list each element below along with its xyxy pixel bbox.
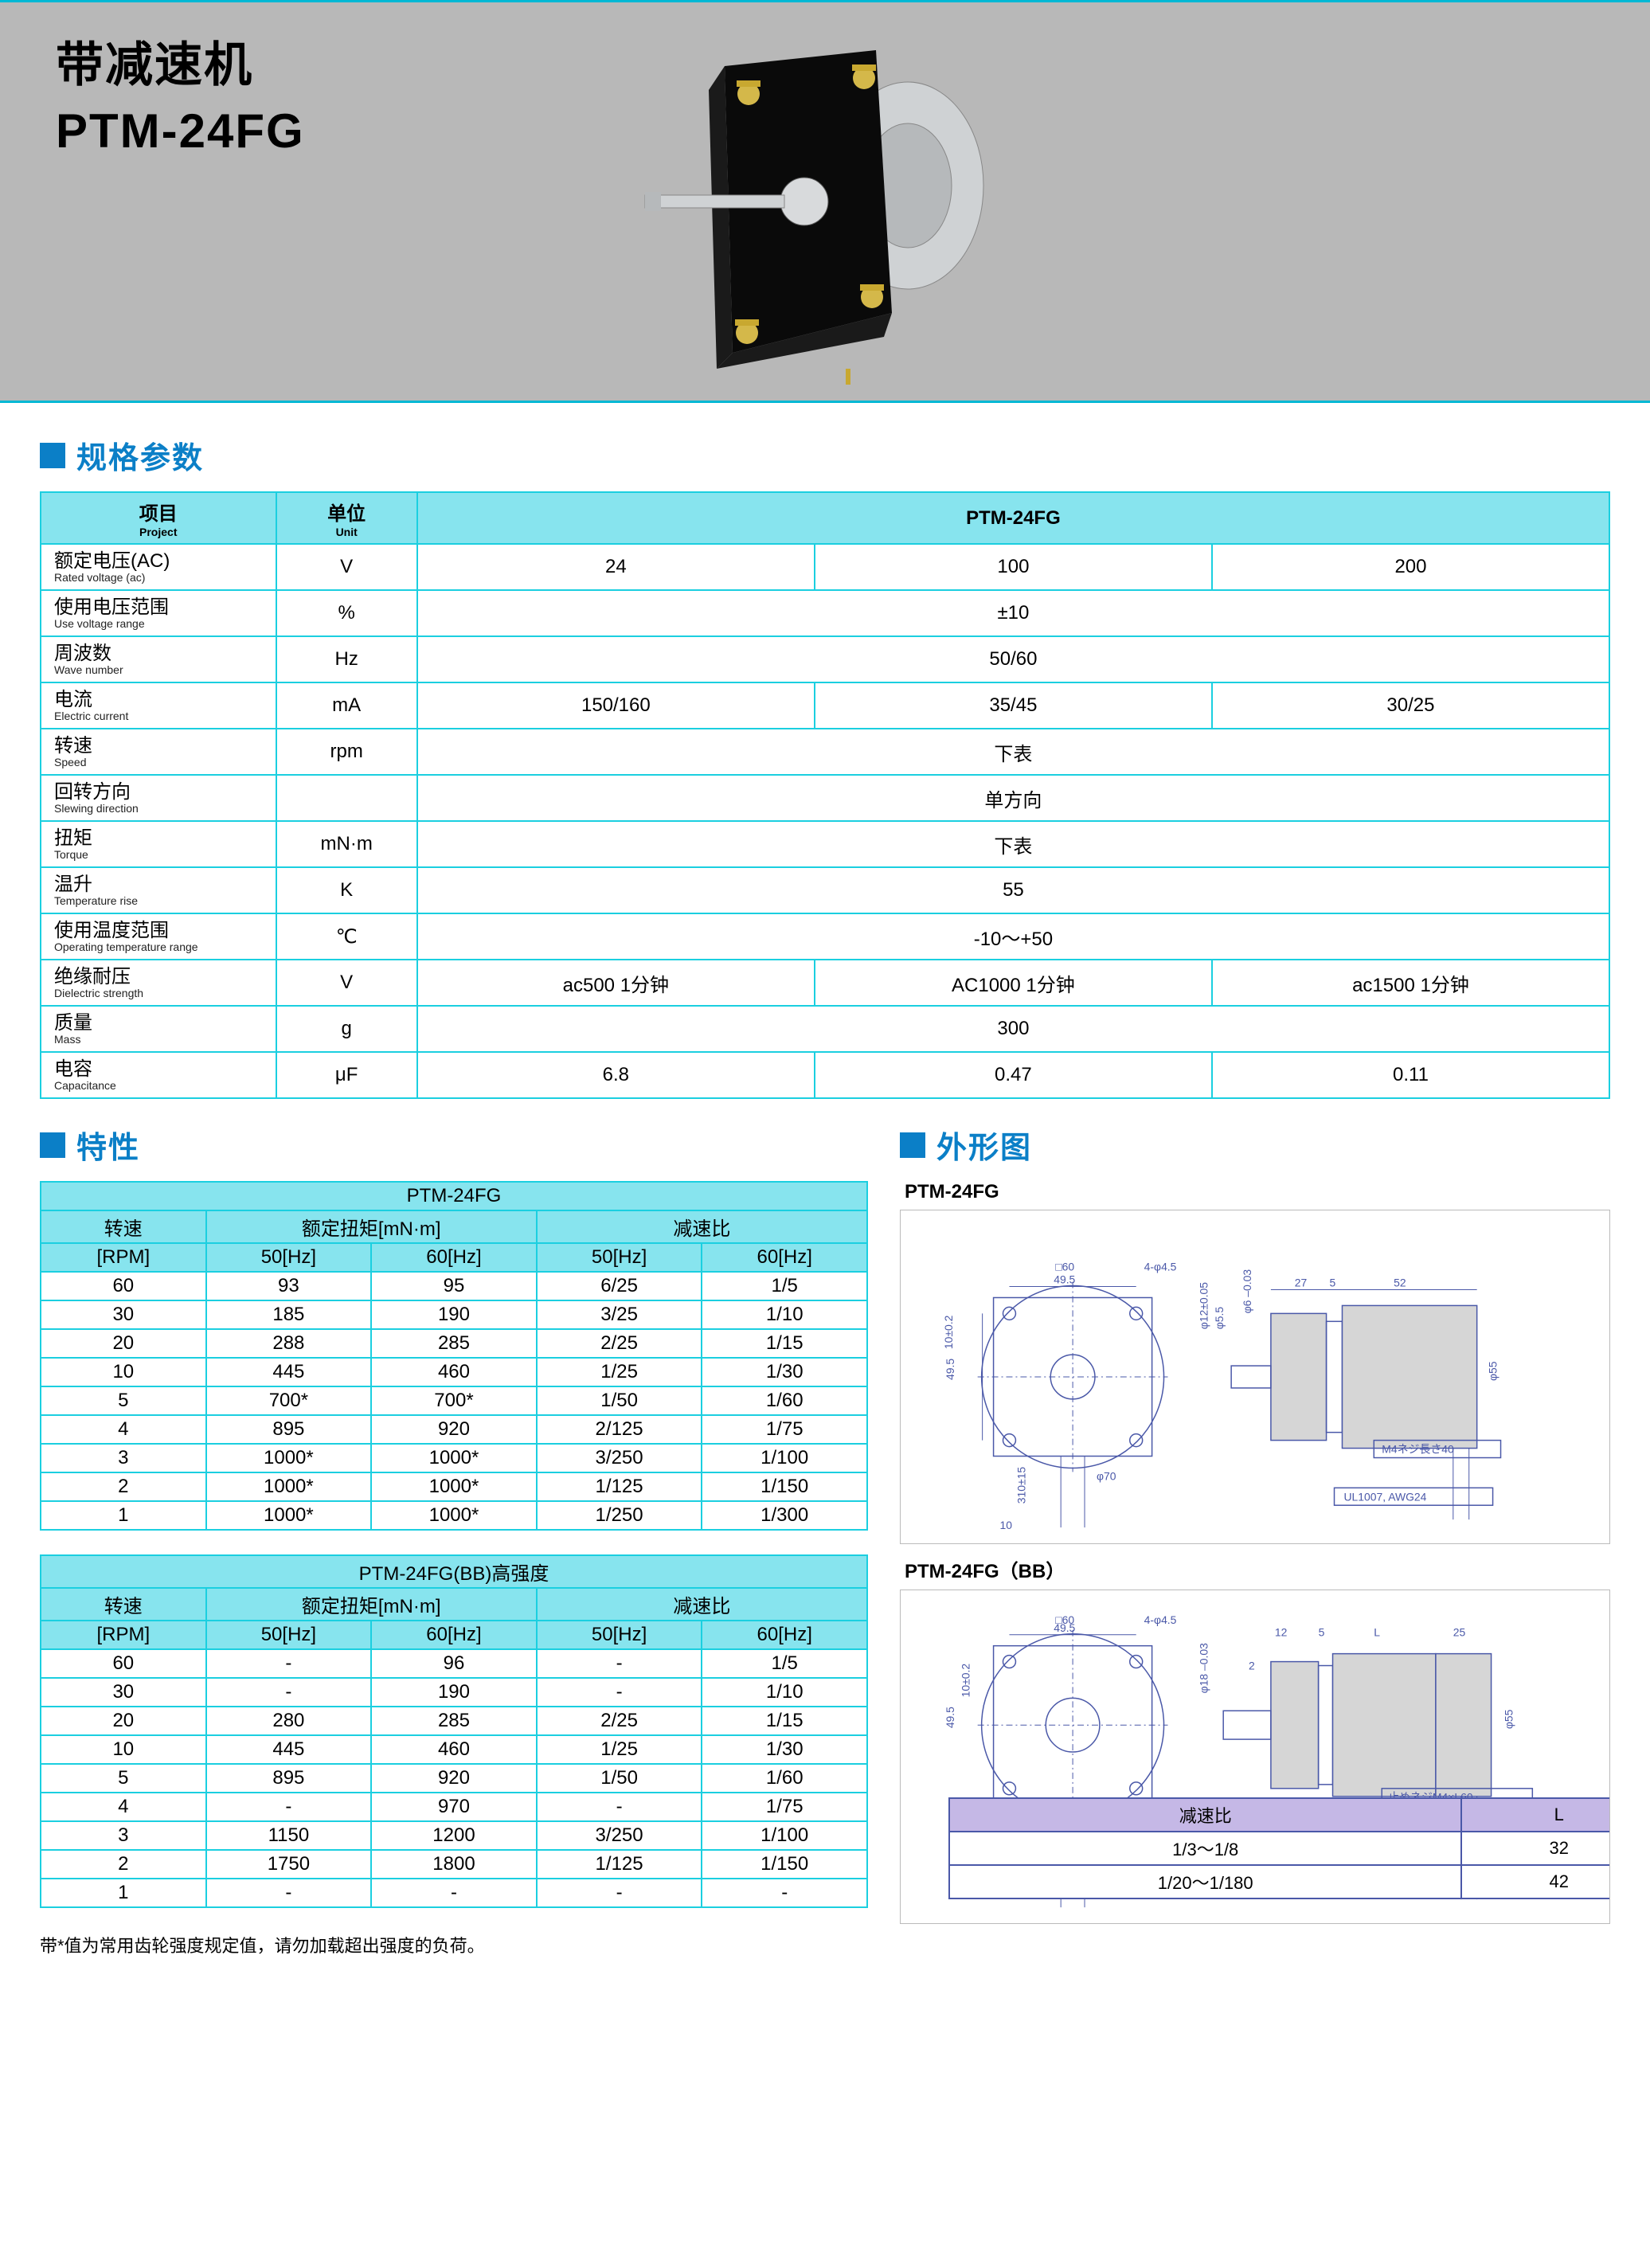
svg-text:49.5: 49.5 xyxy=(944,1359,956,1380)
svg-text:φ18 –0.03: φ18 –0.03 xyxy=(1197,1643,1210,1693)
svg-text:27: 27 xyxy=(1295,1277,1308,1289)
char-row: 30-190-1/10 xyxy=(41,1678,867,1707)
svg-text:M4ネジ長さ40: M4ネジ長さ40 xyxy=(1382,1443,1454,1456)
spec-table: 项目Project 单位Unit PTM-24FG 额定电压(AC)Rated … xyxy=(40,491,1610,1099)
svg-text:□60: □60 xyxy=(1055,1261,1074,1273)
spec-row: 扭矩TorquemN·m下表 xyxy=(41,821,1609,867)
mini-r1b: 32 xyxy=(1461,1832,1610,1865)
spec-row: 回转方向Slewing direction单方向 xyxy=(41,775,1609,821)
char-row: 6093956/251/5 xyxy=(41,1272,867,1300)
char-row: 21000*1000*1/1251/150 xyxy=(41,1472,867,1501)
outline-label-2: PTM-24FG（BB） xyxy=(905,1555,1610,1583)
char-row: 1---- xyxy=(41,1879,867,1907)
svg-text:4-φ4.5: 4-φ4.5 xyxy=(1144,1613,1177,1626)
char-row: 31000*1000*3/2501/100 xyxy=(41,1444,867,1472)
svg-text:52: 52 xyxy=(1394,1277,1406,1289)
section-marker-icon xyxy=(40,1132,65,1158)
svg-text:φ12±0.05: φ12±0.05 xyxy=(1197,1282,1210,1330)
section-spec-head: 规格参数 xyxy=(40,433,1610,477)
mini-r1a: 1/3～1/8 xyxy=(949,1832,1461,1865)
svg-text:2: 2 xyxy=(1249,1660,1255,1672)
svg-text:10±0.2: 10±0.2 xyxy=(942,1315,955,1349)
svg-text:5: 5 xyxy=(1319,1626,1325,1639)
svg-text:10: 10 xyxy=(1000,1519,1013,1531)
header-band: 带减速机 PTM-24FG xyxy=(0,2,1650,401)
char-row: 5700*700*1/501/60 xyxy=(41,1386,867,1415)
section-char-head: 特性 xyxy=(40,1123,868,1167)
char-table-2: PTM-24FG(BB)高强度转速额定扭矩[mN·m]减速比[RPM]50[Hz… xyxy=(40,1554,868,1908)
title-cn: 带减速机 xyxy=(56,26,305,96)
char-row: 3115012003/2501/100 xyxy=(41,1821,867,1850)
mini-L-table: 减速比L 1/3～1/832 1/20～1/18042 xyxy=(948,1797,1610,1899)
title-model: PTM-24FG xyxy=(56,104,305,158)
svg-text:φ55: φ55 xyxy=(1487,1361,1499,1381)
svg-text:4-φ4.5: 4-φ4.5 xyxy=(1144,1261,1177,1273)
footnote: 带*值为常用齿轮强度规定值，请勿加载超出强度的负荷。 xyxy=(40,1932,868,1957)
mini-h2: L xyxy=(1461,1798,1610,1832)
char-row: 202882852/251/15 xyxy=(41,1329,867,1358)
svg-text:φ70: φ70 xyxy=(1097,1469,1116,1482)
outline-drawing-1: □60 49.5 49.5 10±0.2 4-φ4.5 φ70 310±15 1… xyxy=(900,1210,1610,1544)
svg-text:φ5.5: φ5.5 xyxy=(1213,1307,1226,1330)
char-row: 60-96-1/5 xyxy=(41,1649,867,1678)
spec-row: 使用温度范围Operating temperature range℃-10～+5… xyxy=(41,913,1609,960)
spec-row: 温升Temperature riseK55 xyxy=(41,867,1609,913)
svg-text:310±15: 310±15 xyxy=(1015,1467,1027,1504)
spec-row: 质量Massg300 xyxy=(41,1006,1609,1052)
svg-text:49.5: 49.5 xyxy=(1054,1273,1075,1286)
svg-text:49.5: 49.5 xyxy=(944,1707,956,1728)
svg-text:49.5: 49.5 xyxy=(1054,1621,1075,1634)
svg-text:L: L xyxy=(1374,1626,1380,1639)
spec-row: 绝缘耐压Dielectric strengthVac500 1分钟AC1000 … xyxy=(41,960,1609,1006)
title-block: 带减速机 PTM-24FG xyxy=(56,26,305,158)
char-row: 104454601/251/30 xyxy=(41,1735,867,1764)
svg-text:5: 5 xyxy=(1330,1277,1336,1289)
section-marker-icon xyxy=(900,1132,925,1158)
spec-row: 额定电压(AC)Rated voltage (ac)V24100200 xyxy=(41,544,1609,590)
char-row: 4-970-1/75 xyxy=(41,1793,867,1821)
section-outline-head: 外形图 xyxy=(900,1123,1610,1167)
char-table-1: PTM-24FG转速额定扭矩[mN·m]减速比[RPM]50[Hz]60[Hz]… xyxy=(40,1181,868,1531)
char-row: 301851903/251/10 xyxy=(41,1300,867,1329)
mini-r2a: 1/20～1/180 xyxy=(949,1865,1461,1898)
char-row: 202802852/251/15 xyxy=(41,1707,867,1735)
section-marker-icon xyxy=(40,443,65,468)
svg-text:φ6 –0.03: φ6 –0.03 xyxy=(1241,1269,1253,1314)
svg-text:12: 12 xyxy=(1275,1626,1288,1639)
outline-label-1: PTM-24FG xyxy=(905,1181,1610,1203)
spec-row: 转速Speedrpm下表 xyxy=(41,729,1609,775)
svg-text:10±0.2: 10±0.2 xyxy=(960,1664,972,1698)
svg-text:φ55: φ55 xyxy=(1502,1709,1515,1729)
section-char-title: 特性 xyxy=(76,1123,140,1167)
mini-h1: 减速比 xyxy=(949,1798,1461,1832)
spec-row: 电流Electric currentmA150/16035/4530/25 xyxy=(41,682,1609,729)
outline-drawing-2: □60 49.5 49.5 10±0.2 4-φ4.5 φ70 12 5 xyxy=(900,1590,1610,1924)
product-photo xyxy=(613,18,1011,385)
section-outline-title: 外形图 xyxy=(936,1123,1032,1167)
char-row: 58959201/501/60 xyxy=(41,1764,867,1793)
mini-r2b: 42 xyxy=(1461,1865,1610,1898)
spec-row: 周波数Wave numberHz50/60 xyxy=(41,636,1609,682)
spec-row: 使用电压范围Use voltage range%±10 xyxy=(41,590,1609,636)
char-row: 11000*1000*1/2501/300 xyxy=(41,1501,867,1530)
section-spec-title: 规格参数 xyxy=(76,433,204,477)
char-row: 48959202/1251/75 xyxy=(41,1415,867,1444)
char-row: 2175018001/1251/150 xyxy=(41,1850,867,1879)
spec-row: 电容CapacitanceμF6.80.470.11 xyxy=(41,1052,1609,1098)
svg-text:UL1007, AWG24: UL1007, AWG24 xyxy=(1343,1490,1426,1503)
svg-text:25: 25 xyxy=(1453,1626,1466,1639)
char-row: 104454601/251/30 xyxy=(41,1358,867,1386)
